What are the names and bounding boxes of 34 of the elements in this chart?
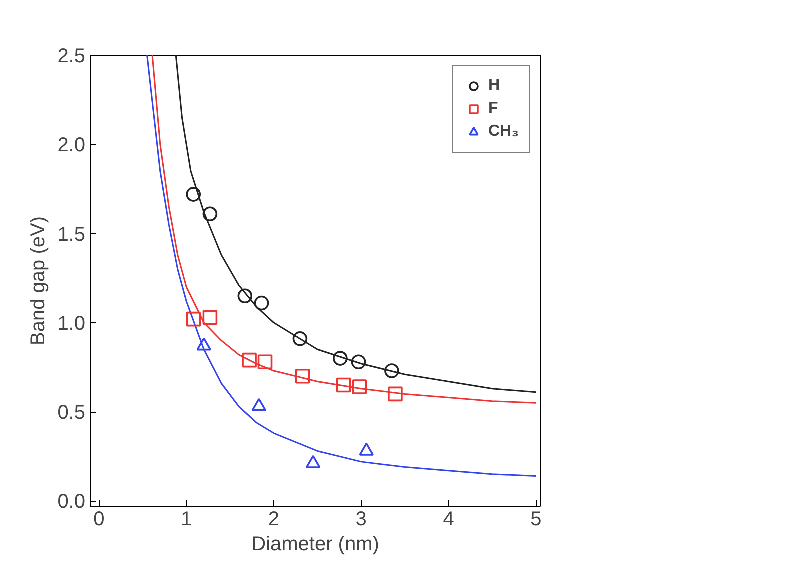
point — [254, 296, 270, 311]
y-axis-title: Band gap (eV) — [28, 216, 50, 346]
point — [202, 206, 218, 222]
point — [186, 187, 202, 202]
legend-label: F — [488, 100, 500, 118]
point — [384, 364, 400, 378]
point — [336, 378, 352, 393]
point — [292, 332, 308, 346]
point — [202, 310, 218, 325]
point — [295, 368, 310, 384]
line-series — [146, 56, 537, 477]
y-tick-label: 0.0 — [58, 491, 86, 514]
point — [352, 380, 368, 394]
x-axis-title: Diameter (nm) — [252, 534, 380, 556]
point — [242, 352, 257, 368]
point — [258, 354, 273, 370]
x-tick-label: 5 — [530, 508, 542, 530]
x-tick-label: 3 — [356, 508, 367, 530]
point — [238, 288, 253, 304]
point — [333, 351, 348, 366]
x-tick-label: 2 — [268, 508, 280, 530]
x-tick-label: 0 — [94, 508, 105, 530]
point — [388, 386, 403, 402]
legend-label: CH₃ — [488, 123, 519, 141]
y-tick-label: 2.5 — [58, 46, 86, 68]
point — [186, 312, 202, 327]
point — [351, 354, 366, 370]
y-tick-label: 1.0 — [58, 312, 86, 335]
y-tick-label: 2.0 — [58, 134, 86, 157]
y-tick-label: 1.5 — [58, 224, 86, 246]
y-tick-label: 0.5 — [58, 402, 86, 424]
x-tick-label: 4 — [443, 508, 454, 530]
x-tick-label: 1 — [181, 508, 192, 530]
legend-label: H — [488, 77, 502, 95]
